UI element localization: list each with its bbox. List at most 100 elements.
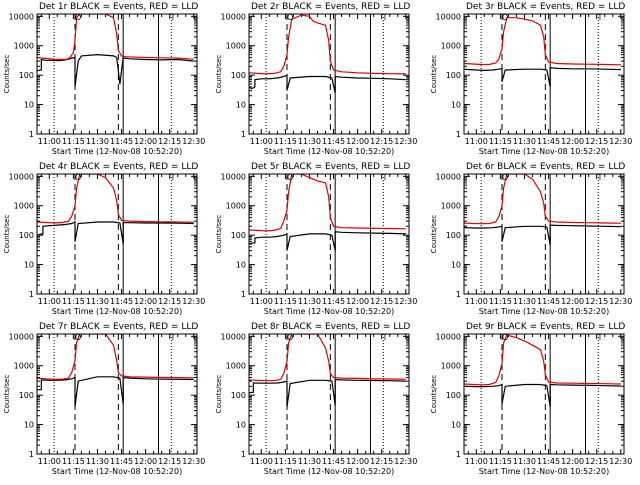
y-tick-label: 1 — [29, 450, 34, 459]
y-tick-label: 1000 — [226, 202, 246, 211]
annotation-marker: T — [169, 13, 175, 22]
x-tick-label: 11:00 — [38, 457, 61, 466]
series-line-lld — [37, 174, 194, 224]
y-axis-label: Counts/sec — [3, 215, 11, 254]
panel-title: Det 6r BLACK = Events, RED = LLD — [466, 162, 625, 172]
y-tick-label: 100 — [19, 71, 34, 80]
annotation-marker: T — [169, 173, 175, 182]
y-tick-label: 100 — [19, 391, 34, 400]
x-tick-label: 12:00 — [134, 457, 157, 466]
x-tick-label: 12:15 — [158, 137, 181, 146]
x-tick-label: 11:45 — [110, 457, 133, 466]
y-tick-label: 100 — [446, 391, 461, 400]
x-tick-label: 11:30 — [86, 457, 109, 466]
y-tick-label: 1000 — [226, 362, 246, 371]
series-line-events — [37, 221, 194, 245]
x-tick-label: 12:15 — [585, 137, 608, 146]
plot-frame — [463, 13, 625, 135]
x-tick-label: 12:30 — [182, 297, 205, 306]
y-tick-label: 10 — [24, 261, 34, 270]
panel-title: Det 8r BLACK = Events, RED = LLD — [251, 322, 410, 332]
panel-title: Det 4r BLACK = Events, RED = LLD — [39, 162, 198, 172]
y-tick-label: 100 — [231, 71, 246, 80]
y-axis-label: Counts/sec — [215, 375, 223, 414]
y-tick-label: 10 — [451, 261, 461, 270]
y-tick-label: 1000 — [226, 42, 246, 51]
y-tick-label: 1 — [29, 290, 34, 299]
x-tick-label: 11:45 — [537, 137, 560, 146]
x-tick-label: 12:30 — [609, 137, 632, 146]
panel-det-7: 1 10 100 1000 10000 11:00 11:15 11:30 11:45 12:00… — [3, 322, 205, 476]
series-group — [464, 17, 621, 88]
y-tick-label: 1 — [456, 290, 461, 299]
x-tick-label: 11:45 — [110, 137, 133, 146]
y-tick-label: 100 — [231, 231, 246, 240]
annotation-marker: O — [502, 13, 508, 22]
series-group — [464, 174, 621, 246]
series-line-events — [37, 53, 194, 87]
panel-det-4: 1 10 100 1000 10000 11:00 11:15 11:30 11:45 12:00… — [3, 162, 205, 316]
y-tick-label: 1000 — [441, 362, 461, 371]
x-tick-label: 12:15 — [158, 457, 181, 466]
annotation-marker: T — [596, 173, 602, 182]
x-tick-label: 12:15 — [585, 457, 608, 466]
x-tick-label: 11:15 — [62, 457, 85, 466]
plot-frame — [248, 333, 410, 455]
x-tick-label: 11:15 — [274, 457, 297, 466]
x-tick-label: 11:30 — [298, 457, 321, 466]
x-tick-label: 12:00 — [561, 297, 584, 306]
x-tick-label: 12:30 — [394, 137, 417, 146]
x-tick-label: 11:45 — [110, 297, 133, 306]
y-tick-label: 10000 — [9, 12, 34, 21]
annotation-marker: O — [75, 173, 81, 182]
x-tick-label: 12:00 — [561, 457, 584, 466]
series-line-lld — [37, 14, 194, 61]
x-tick-label: 11:15 — [489, 297, 512, 306]
series-line-lld — [249, 14, 406, 75]
series-group — [249, 14, 406, 94]
x-tick-label: 11:45 — [322, 297, 345, 306]
y-tick-label: 1000 — [14, 202, 34, 211]
x-tick-label: 11:00 — [465, 457, 488, 466]
panel-det-1: 1 10 100 1000 10000 11:00 11:15 11:30 11:45 12:00… — [3, 2, 205, 156]
x-tick-label: 12:15 — [370, 137, 393, 146]
x-axis-label: Start Time (12-Nov-08 10:52:20) — [264, 147, 394, 156]
series-line-lld — [249, 334, 406, 382]
x-tick-label: 12:30 — [182, 457, 205, 466]
y-tick-label: 1 — [241, 450, 246, 459]
plot-frame — [463, 333, 625, 455]
y-axis-label: Counts/sec — [430, 55, 438, 94]
y-tick-label: 1 — [456, 450, 461, 459]
x-tick-label: 11:00 — [250, 137, 273, 146]
panel-title: Det 1r BLACK = Events, RED = LLD — [39, 2, 198, 12]
y-tick-label: 100 — [446, 71, 461, 80]
series-line-events — [464, 67, 621, 88]
x-axis-label: Start Time (12-Nov-08 10:52:20) — [52, 467, 182, 476]
y-tick-label: 1000 — [441, 42, 461, 51]
x-tick-label: 11:30 — [513, 457, 536, 466]
series-line-events — [464, 383, 621, 407]
x-tick-label: 12:30 — [182, 137, 205, 146]
x-axis-label: Start Time (12-Nov-08 10:52:20) — [264, 467, 394, 476]
y-tick-label: 1 — [241, 130, 246, 139]
series-group — [464, 334, 621, 407]
x-tick-label: 11:30 — [86, 137, 109, 146]
x-tick-label: 12:00 — [346, 137, 369, 146]
x-tick-label: 12:30 — [609, 297, 632, 306]
x-tick-label: 11:30 — [298, 137, 321, 146]
panel-det-8: 1 10 100 1000 10000 11:00 11:15 11:30 11:45 12:00… — [215, 322, 417, 476]
x-tick-label: 11:30 — [513, 297, 536, 306]
y-tick-label: 10000 — [9, 332, 34, 341]
series-group — [37, 334, 194, 407]
x-tick-label: 11:00 — [38, 297, 61, 306]
annotation-marker: O — [75, 13, 81, 22]
x-tick-label: 11:30 — [298, 297, 321, 306]
panel-det-3: 1 10 100 1000 10000 11:00 11:15 11:30 11:45 12:00… — [430, 2, 632, 156]
y-axis-label: Counts/sec — [430, 215, 438, 254]
annotation-marker: O — [287, 173, 293, 182]
x-tick-label: 12:30 — [394, 297, 417, 306]
series-group — [37, 14, 194, 87]
x-tick-label: 11:15 — [62, 137, 85, 146]
y-tick-label: 1 — [241, 290, 246, 299]
